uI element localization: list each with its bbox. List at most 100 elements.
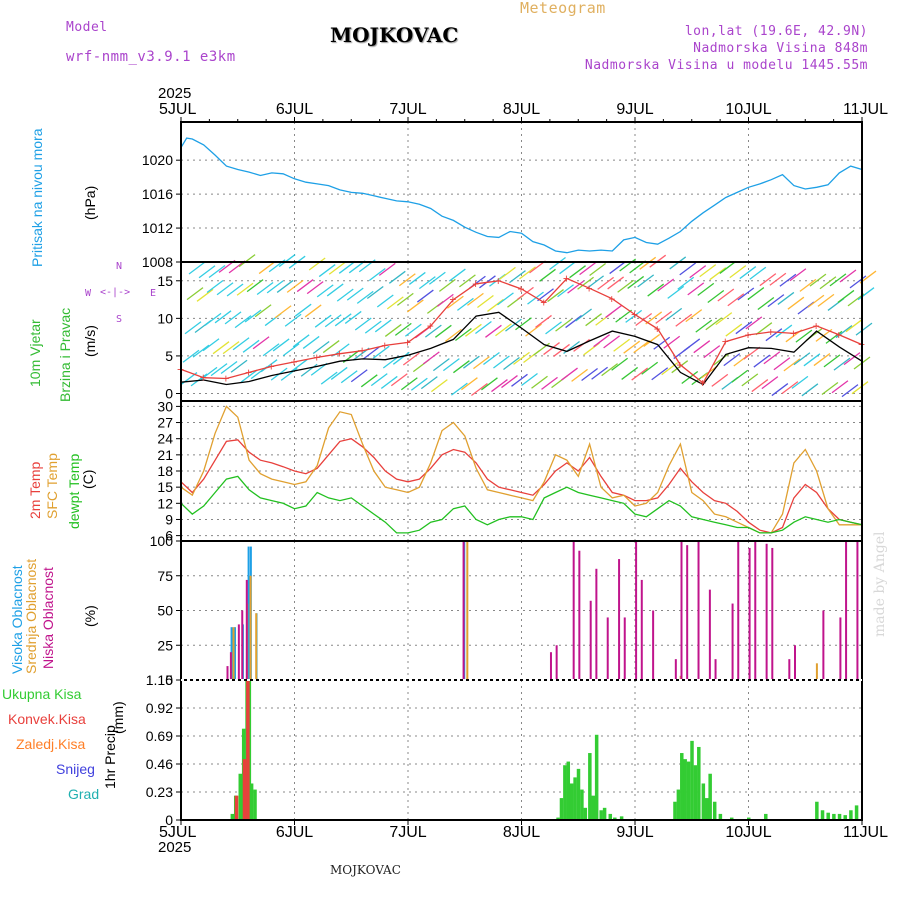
wind-barb [386,296,404,310]
wind-barb [292,334,310,348]
bar [619,816,624,820]
bar [583,807,588,820]
bar [815,663,818,680]
wind-barb [623,340,641,354]
wind-barb [687,282,705,296]
bar [232,627,235,680]
bar [712,801,717,820]
wind-barb [769,272,787,286]
gust-marker: + [563,272,570,286]
wind-barb [501,375,518,389]
wind-barb [817,293,835,307]
temp-unit: (C) [80,469,96,489]
wind-barb [366,285,384,299]
bar [822,610,825,680]
y-tick-label: 30 [157,398,173,414]
legend-frozen-rain: Zaledj.Kisa [16,736,86,752]
wind-barb [485,324,502,338]
x-tick-label-bottom: 5JUL [159,824,196,841]
wind-barb [547,289,564,303]
wind-barb [679,262,697,276]
legend-snow: Snijeg [56,761,95,777]
wind-barb [420,376,438,390]
model-elevation-label: Nadmorska Visina u modelu 1445.55m [584,58,868,73]
bar [771,547,774,680]
wind-barb [531,375,548,389]
bar [856,541,859,680]
wind-barb [442,358,460,372]
wind-barb [330,366,348,380]
wind-barb [607,276,625,290]
wind-barb [354,317,372,331]
bar [623,617,626,680]
gust-marker: + [449,293,456,307]
dir-west: W [85,288,92,299]
wind-barb [384,323,402,337]
y-tick-label: 1012 [142,220,173,236]
wind-barb [406,299,424,313]
wind-barb [755,322,773,336]
coords-label: lon,lat (19.6E, 42.9N) [684,24,868,39]
wind-barb [639,256,657,270]
wind-barb [813,353,831,367]
x-tick-label-bottom: 11JUL [843,824,888,841]
bar [580,789,584,820]
bar [690,740,694,820]
wind-barb [525,323,542,337]
wind-barb [795,329,813,343]
wind-barb [535,314,552,328]
wind-barb [591,366,608,380]
bar [602,807,607,820]
wind-barb [677,276,695,290]
wind-barb [625,309,643,323]
wind-barb [432,358,450,372]
wind-barb [641,361,659,375]
wind-barb [493,355,510,369]
y-tick-label: 24 [157,431,173,447]
y-tick-label: 25 [157,637,173,653]
wind-barb [368,267,386,282]
wind-barb [254,304,272,318]
wind-barb [208,264,226,279]
bar [238,773,243,820]
wind-barb [559,261,576,275]
wind-barb [557,284,574,298]
wind-barb [657,278,675,292]
wind-barb [477,294,494,308]
wind-barb [647,283,665,297]
wind-barb [575,308,592,322]
wind-barb [759,273,777,287]
wind-barb [807,294,825,308]
wind-barb [581,367,598,381]
wind-barb [841,384,859,398]
bar [576,768,581,820]
credit-label: made by Angel [872,531,888,638]
wind-barb [567,280,584,294]
wind-barb [276,279,294,293]
wind-barb [791,375,809,389]
y-tick-label: 12 [157,495,173,511]
y-tick-label: 9 [165,511,173,527]
wind-barb [284,313,302,327]
wind-barb [601,363,619,377]
y-tick-label: 75 [157,568,173,584]
wind-barb [308,257,326,271]
wind-barb [711,373,729,387]
gust-marker: + [245,365,252,379]
wind-barb [517,286,534,300]
wind-barb [422,351,440,365]
wind-barb [579,262,596,276]
wind-barb [244,309,262,323]
wind-barb [757,297,775,311]
wind-barb [555,318,572,332]
bar [718,813,723,820]
bar [708,589,711,680]
series-line [180,137,863,254]
x-tick-label-top: 6JUL [276,101,313,118]
wind-barb [789,268,807,282]
pressure-unit: (hPa) [82,185,98,220]
x-tick-label-top: 7JUL [389,101,426,118]
wind-barb [324,314,342,328]
bar [247,546,250,680]
bar [237,624,240,680]
